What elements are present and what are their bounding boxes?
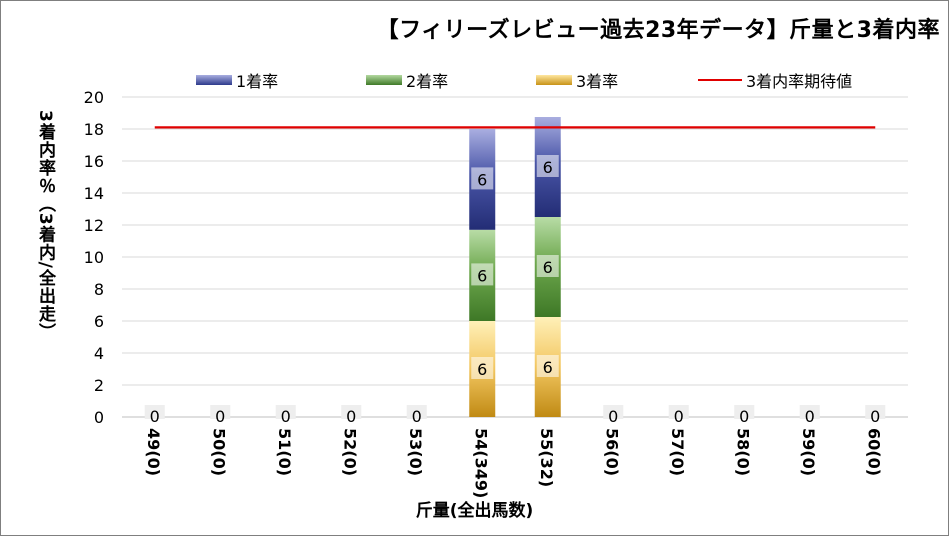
legend-label-3rd: 3着率 bbox=[576, 72, 619, 91]
y-tick-label: 12 bbox=[84, 216, 104, 235]
y-tick-label: 18 bbox=[84, 120, 104, 139]
data-label-box bbox=[210, 405, 231, 419]
data-label: 0 bbox=[870, 407, 880, 426]
y-tick-label: 16 bbox=[84, 152, 104, 171]
y-tick-labels: 0 2 4 6 8 10 12 14 16 18 20 bbox=[84, 88, 104, 427]
legend-item-3rd: 3着率 bbox=[536, 68, 618, 92]
chart-title: 【フィリーズレビュー過去23年データ】斤量と3着内率 bbox=[376, 18, 940, 43]
data-label-box bbox=[471, 167, 494, 190]
data-label: 6 bbox=[543, 158, 553, 177]
x-tick-label: 59(0) bbox=[799, 428, 818, 476]
y-tick-label: 4 bbox=[94, 344, 104, 363]
data-label: 0 bbox=[150, 407, 160, 426]
x-tick-labels: 49(0) 50(0) 51(0) 52(0) 53(0) 54(349) 55(32) 56… bbox=[144, 428, 884, 498]
legend-item-expected: 3着内率期待値 bbox=[698, 68, 852, 92]
legend-label-1st: 1着率 bbox=[236, 72, 279, 91]
data-label-box bbox=[536, 255, 559, 277]
y-tick-label: 8 bbox=[94, 280, 104, 299]
x-tick-label: 58(0) bbox=[733, 428, 752, 476]
y-tick-label: 2 bbox=[94, 376, 104, 395]
data-label: 6 bbox=[477, 266, 487, 285]
legend-swatch-2nd bbox=[366, 75, 402, 85]
data-label-box bbox=[144, 405, 165, 419]
x-tick-label: 51(0) bbox=[275, 428, 294, 476]
data-label-box bbox=[406, 405, 427, 419]
data-label: 0 bbox=[412, 407, 422, 426]
data-label-box bbox=[668, 405, 689, 419]
legend-label-expected: 3着内率期待値 bbox=[746, 72, 853, 91]
gridlines bbox=[122, 96, 908, 418]
data-label: 0 bbox=[739, 407, 749, 426]
data-label: 0 bbox=[608, 407, 618, 426]
data-label-box bbox=[536, 155, 559, 177]
data-label-box bbox=[471, 263, 494, 286]
x-tick-label: 52(0) bbox=[340, 428, 359, 476]
data-label: 0 bbox=[674, 407, 684, 426]
x-axis-title: 斤量(全出馬数) bbox=[415, 501, 534, 521]
data-label: 6 bbox=[477, 360, 487, 379]
y-tick-label: 10 bbox=[84, 248, 104, 267]
data-label-box bbox=[275, 405, 296, 419]
legend-swatch-1st bbox=[196, 75, 232, 85]
data-label: 6 bbox=[477, 170, 487, 189]
data-label-box bbox=[865, 405, 886, 419]
data-label-box bbox=[341, 405, 362, 419]
y-axis-title: 3着内率％（3着内/全出走） bbox=[35, 110, 55, 341]
data-label: 6 bbox=[543, 258, 553, 277]
legend-item-1st: 1着率 bbox=[196, 68, 278, 92]
x-tick-label: 53(0) bbox=[406, 428, 425, 476]
x-tick-label: 50(0) bbox=[209, 428, 228, 476]
x-tick-label: 54(349) bbox=[471, 428, 490, 498]
legend-label-2nd: 2着率 bbox=[406, 72, 449, 91]
legend-item-2nd: 2着率 bbox=[366, 68, 448, 92]
data-label: 0 bbox=[805, 407, 815, 426]
data-label: 0 bbox=[215, 407, 225, 426]
chart-legend: 1着率 2着率 3着率 3着内率期待値 bbox=[0, 68, 949, 92]
legend-swatch-expected bbox=[698, 79, 742, 81]
y-tick-label: 20 bbox=[84, 88, 104, 107]
y-tick-label: 14 bbox=[84, 184, 104, 203]
x-tick-label: 55(32) bbox=[537, 428, 556, 487]
x-tick-label: 60(0) bbox=[864, 428, 883, 476]
data-label-box bbox=[603, 405, 624, 419]
data-label: 0 bbox=[281, 407, 291, 426]
legend-swatch-3rd bbox=[536, 75, 572, 85]
y-tick-label: 0 bbox=[94, 408, 104, 427]
data-label-box bbox=[734, 405, 755, 419]
y-tick-label: 6 bbox=[94, 312, 104, 331]
segment-labels: 0 0 0 0 0 6 6 6 6 6 6 0 0 0 0 0 bbox=[144, 155, 886, 426]
x-tick-label: 57(0) bbox=[668, 428, 687, 476]
x-tick-label: 56(0) bbox=[602, 428, 621, 476]
x-tick-label: 49(0) bbox=[144, 428, 163, 476]
data-label-box bbox=[471, 357, 494, 379]
data-label: 0 bbox=[346, 407, 356, 426]
data-label-box bbox=[799, 405, 820, 419]
data-label: 6 bbox=[543, 358, 553, 377]
data-label-box bbox=[536, 355, 559, 377]
